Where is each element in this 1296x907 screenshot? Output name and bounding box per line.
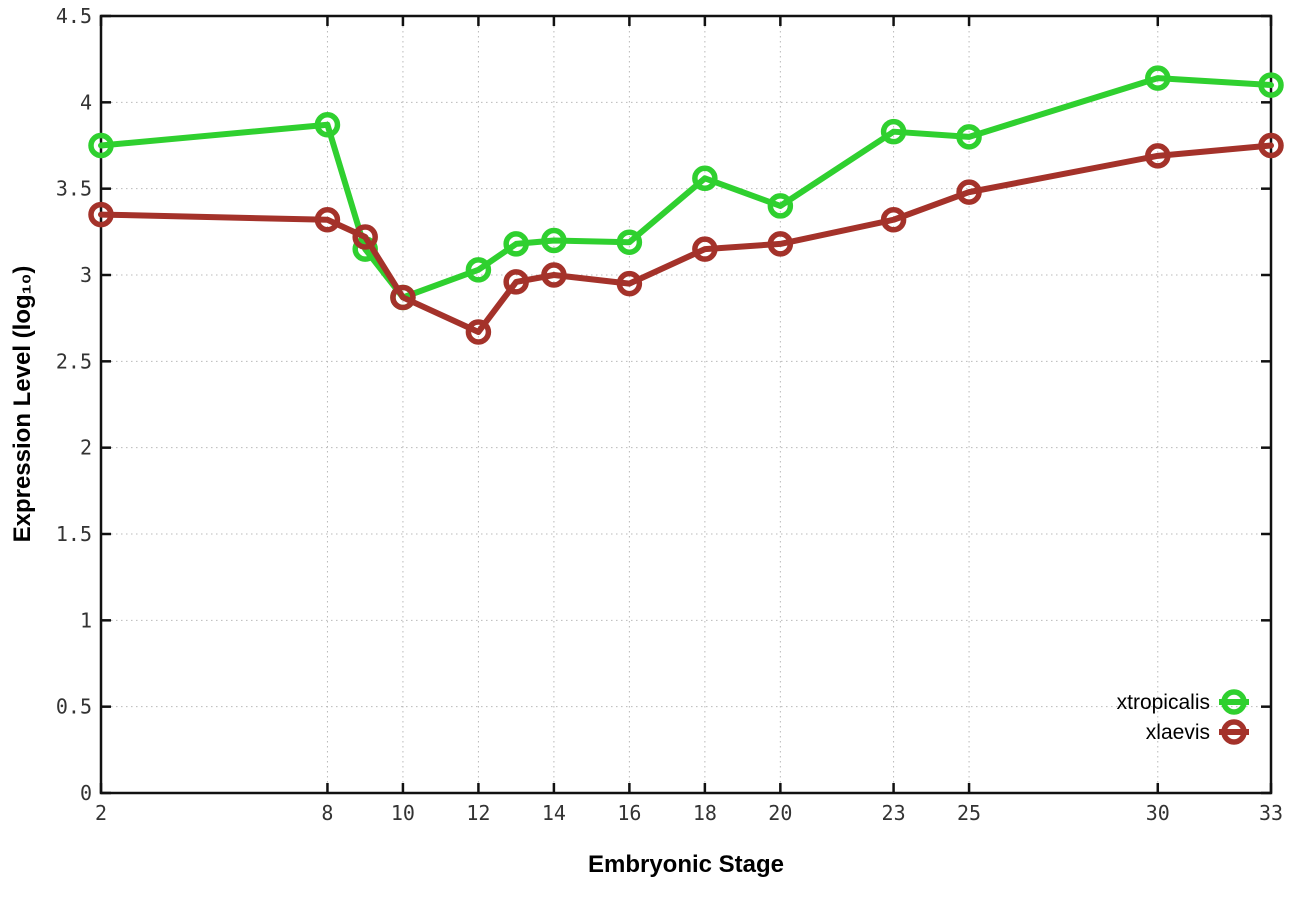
data-point bbox=[880, 206, 907, 233]
grid bbox=[101, 16, 1271, 793]
x-tick-label: 2 bbox=[95, 801, 107, 825]
y-tick-label: 2 bbox=[80, 436, 92, 460]
data-point bbox=[767, 231, 794, 257]
y-tick-label: 3.5 bbox=[56, 177, 92, 201]
data-point bbox=[956, 124, 982, 150]
data-point bbox=[503, 231, 529, 257]
data-point bbox=[1258, 72, 1284, 98]
series-line bbox=[98, 142, 1274, 335]
data-point bbox=[352, 224, 378, 250]
legend-label: xlaevis bbox=[1146, 721, 1210, 744]
data-point bbox=[390, 284, 416, 311]
y-tick-label: 0 bbox=[80, 781, 92, 805]
data-point bbox=[541, 227, 567, 254]
data-point bbox=[767, 193, 794, 219]
data-point bbox=[88, 201, 114, 228]
data-point bbox=[541, 262, 567, 288]
x-tick-label: 16 bbox=[617, 801, 641, 825]
y-tick-label: 2.5 bbox=[56, 349, 92, 373]
data-point bbox=[1145, 143, 1171, 169]
data-point bbox=[88, 132, 114, 159]
y-tick-label: 4.5 bbox=[56, 4, 92, 28]
data-point bbox=[1258, 132, 1284, 159]
plot-border bbox=[99, 14, 1273, 795]
x-tick-label: 33 bbox=[1259, 801, 1283, 825]
data-point bbox=[880, 118, 907, 145]
series-xtropicalis bbox=[88, 65, 1284, 311]
x-tick-label: 14 bbox=[542, 801, 566, 825]
data-point bbox=[692, 165, 718, 192]
x-tick-label: 18 bbox=[693, 801, 717, 825]
x-axis-title: Embryonic Stage bbox=[588, 851, 784, 878]
legend-label: xtropicalis bbox=[1117, 691, 1210, 714]
x-tick-label: 20 bbox=[768, 801, 792, 825]
y-tick-label: 0.5 bbox=[56, 695, 92, 719]
y-tick-label: 1.5 bbox=[56, 522, 92, 546]
x-tick-label: 23 bbox=[882, 801, 906, 825]
series-xlaevis bbox=[88, 132, 1284, 345]
series-line bbox=[98, 75, 1274, 301]
data-point bbox=[314, 206, 341, 233]
data-point bbox=[314, 112, 341, 138]
data-point bbox=[465, 257, 492, 283]
x-tick-label: 25 bbox=[957, 801, 981, 825]
axes: 2 8 10 12 14 16 18 20 23 25 30 33 0 0.5 1 1.5 2 2.5 3 3.5 4 4… bbox=[56, 4, 1283, 825]
legend: xtropicalis xlaevis bbox=[1117, 689, 1249, 745]
x-tick-label: 30 bbox=[1146, 801, 1170, 825]
data-point bbox=[465, 319, 492, 345]
y-tick-label: 3 bbox=[80, 263, 92, 287]
data-point bbox=[956, 179, 982, 205]
y-tick-label: 1 bbox=[80, 608, 92, 632]
data-point bbox=[692, 236, 718, 262]
legend-item-xlaevis: xlaevis bbox=[1146, 719, 1249, 745]
data-point bbox=[616, 229, 643, 255]
legend-item-xtropicalis: xtropicalis bbox=[1117, 689, 1249, 715]
data-point bbox=[616, 270, 643, 297]
x-tick-label: 12 bbox=[466, 801, 490, 825]
legend-marker-icon bbox=[1221, 719, 1247, 745]
data-point bbox=[503, 269, 529, 295]
series bbox=[88, 65, 1284, 345]
data-point bbox=[1145, 65, 1171, 91]
x-tick-label: 8 bbox=[321, 801, 333, 825]
legend-marker-icon bbox=[1221, 689, 1247, 715]
y-tick-label: 4 bbox=[80, 90, 92, 114]
y-axis-title: Expression Level (log₁₀) bbox=[9, 266, 36, 543]
x-tick-label: 10 bbox=[391, 801, 415, 825]
